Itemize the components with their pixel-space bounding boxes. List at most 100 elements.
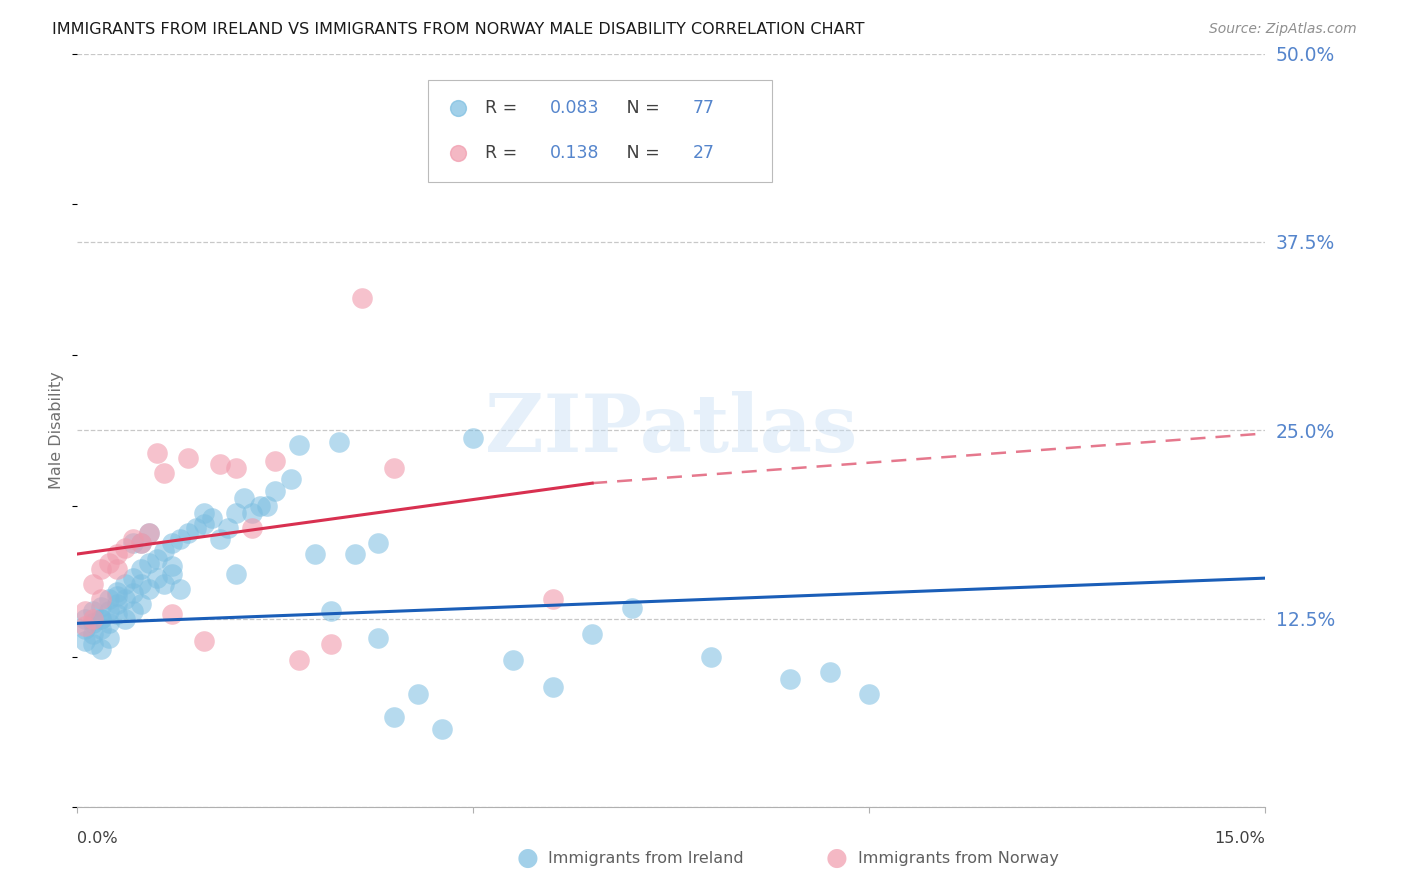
Point (328, 435, 350, 450)
Point (105, 547, 128, 561)
Point (177, 525, 200, 540)
Point (138, 525, 160, 540)
Point (121, 532, 143, 546)
Point (406, 687, 429, 701)
Text: 0.0%: 0.0% (77, 831, 118, 847)
Point (114, 541, 136, 555)
Text: 0.138: 0.138 (550, 145, 600, 162)
Point (280, 472, 302, 486)
Point (352, 291, 374, 305)
Point (186, 521, 208, 535)
Point (82, 627, 104, 641)
Point (114, 592, 136, 607)
Text: ZIPatlas: ZIPatlas (485, 392, 858, 469)
Point (114, 577, 136, 591)
Point (121, 536, 143, 550)
Point (121, 586, 143, 600)
Point (620, 601, 643, 615)
Point (779, 672, 801, 686)
Point (162, 607, 184, 622)
Point (541, 680, 564, 694)
Point (90, 612, 112, 626)
Point (129, 536, 152, 550)
Point (264, 453, 287, 467)
Point (581, 627, 603, 641)
Point (105, 607, 128, 622)
Text: 0.083: 0.083 (550, 99, 600, 118)
Point (264, 483, 287, 498)
Y-axis label: Male Disability: Male Disability (49, 371, 65, 490)
Text: 15.0%: 15.0% (1215, 831, 1265, 847)
Point (129, 536, 152, 550)
Point (162, 566, 184, 581)
Point (138, 525, 160, 540)
Point (138, 582, 160, 596)
Point (98, 592, 121, 607)
Point (138, 556, 160, 570)
Point (240, 521, 263, 535)
Point (105, 597, 128, 611)
Point (75, 612, 97, 626)
Point (153, 577, 176, 591)
Point (463, 431, 485, 445)
Text: Immigrants from Norway: Immigrants from Norway (858, 851, 1059, 865)
Text: 27: 27 (693, 145, 714, 162)
Point (169, 582, 191, 596)
Point (818, 665, 841, 679)
Text: ●: ● (516, 847, 538, 870)
Point (98, 616, 121, 631)
Point (105, 589, 128, 603)
Point (288, 652, 311, 666)
Point (90, 599, 112, 614)
Point (367, 632, 389, 646)
Point (82, 612, 104, 626)
Point (98, 632, 121, 646)
Point (382, 461, 405, 475)
Point (75, 634, 97, 648)
Text: Immigrants from Ireland: Immigrants from Ireland (548, 851, 744, 865)
Text: 77: 77 (693, 99, 714, 118)
Point (153, 466, 176, 480)
Point (193, 634, 215, 648)
Point (90, 623, 112, 637)
Point (193, 506, 215, 520)
Point (225, 566, 247, 581)
Text: Source: ZipAtlas.com: Source: ZipAtlas.com (1209, 22, 1357, 37)
Point (217, 521, 239, 535)
Point (162, 559, 184, 574)
Point (75, 619, 97, 633)
Point (193, 516, 215, 531)
Point (153, 544, 176, 558)
Point (129, 597, 152, 611)
Point (82, 637, 104, 651)
Point (319, 604, 342, 618)
Point (98, 556, 121, 570)
Point (82, 604, 104, 618)
Text: N =: N = (610, 99, 665, 118)
Text: IMMIGRANTS FROM IRELAND VS IMMIGRANTS FROM NORWAY MALE DISABILITY CORRELATION CH: IMMIGRANTS FROM IRELAND VS IMMIGRANTS FR… (52, 22, 865, 37)
Point (502, 652, 524, 666)
Point (98, 604, 121, 618)
Point (304, 547, 326, 561)
Point (90, 562, 112, 576)
Point (169, 532, 191, 546)
Point (700, 649, 723, 664)
Point (145, 446, 167, 460)
Point (162, 536, 184, 550)
Point (177, 450, 200, 465)
Point (249, 499, 271, 513)
Text: R =: R = (485, 145, 529, 162)
Text: R =: R = (485, 99, 523, 118)
Point (105, 584, 128, 599)
Point (105, 562, 128, 576)
Point (90, 612, 112, 626)
Point (208, 457, 231, 471)
Point (208, 532, 231, 546)
Point (90, 642, 112, 657)
Point (82, 577, 104, 591)
Point (129, 577, 152, 591)
Point (367, 536, 389, 550)
Point (114, 612, 136, 626)
Point (145, 551, 167, 566)
Point (319, 637, 342, 651)
